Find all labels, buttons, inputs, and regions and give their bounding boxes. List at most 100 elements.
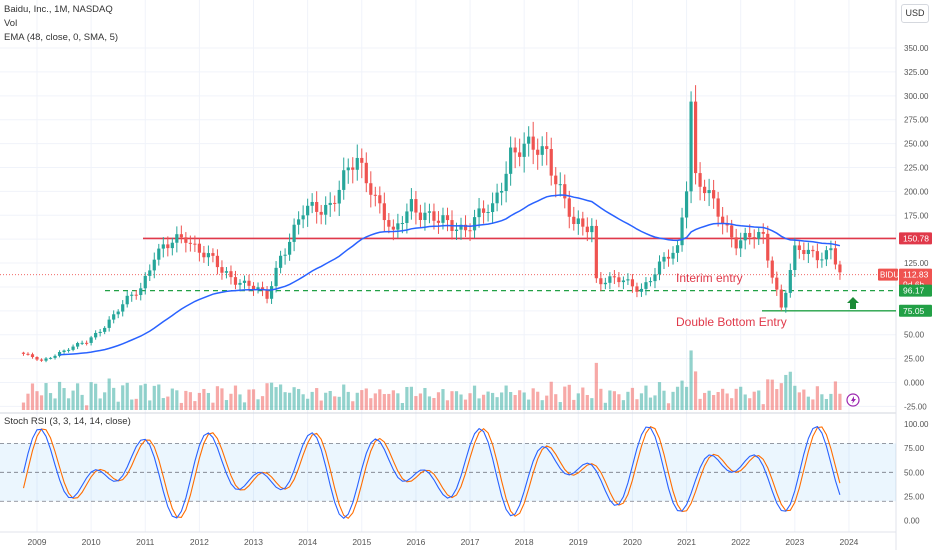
candle (337, 189, 341, 204)
candle (306, 205, 310, 216)
candle (770, 260, 774, 278)
volume-bar (454, 391, 459, 410)
volume-bar (748, 398, 752, 410)
volume-bar (779, 383, 783, 410)
candle (112, 314, 116, 320)
candle (283, 254, 287, 256)
interim-entry-annotation: Interim entry (676, 271, 743, 285)
volume-bar (66, 398, 71, 410)
volume-bar (495, 397, 499, 410)
legend-ema: EMA (48, close, 0, SMA, 5) (4, 32, 119, 43)
volume-bar (427, 396, 432, 410)
rsi-tick-label: 75.00 (904, 444, 925, 453)
candle (382, 203, 386, 221)
price-tick-label: 200.00 (904, 187, 929, 196)
volume-bar (170, 388, 174, 410)
candle (626, 279, 630, 281)
candle (85, 342, 89, 344)
candle (121, 304, 125, 312)
candle (581, 218, 585, 227)
year-tick-label: 2017 (461, 537, 480, 547)
year-tick-label: 2021 (677, 537, 696, 547)
candle (441, 215, 445, 223)
candle (531, 136, 535, 150)
volume-bar (739, 386, 743, 410)
candle (188, 242, 192, 244)
candle (184, 237, 188, 243)
time-axis: 2009 2010 2011 2012 2013 2014 2015 2016 2017 2018… (28, 537, 859, 547)
volume-bar (734, 388, 738, 410)
annotations: Interim entry Double Bottom Entry (676, 271, 860, 407)
volume-bar (251, 389, 256, 410)
candle (734, 237, 738, 249)
currency-button[interactable]: USD (901, 4, 929, 23)
legend-title: Baidu, Inc., 1M, NASDAQ (4, 4, 113, 15)
candle (274, 267, 278, 287)
candle (766, 233, 770, 261)
candle (324, 204, 328, 215)
candle (355, 157, 359, 170)
volume-bar (197, 392, 201, 410)
volume-bar (315, 388, 319, 410)
candle (481, 208, 486, 213)
candle (21, 352, 26, 354)
candle (662, 256, 666, 262)
volume-bar (445, 400, 450, 410)
volume-bar (518, 390, 522, 410)
candle (125, 295, 129, 305)
double-bottom-annotation: Double Bottom Entry (676, 315, 787, 329)
candle (630, 279, 635, 287)
candle (66, 349, 71, 351)
volume-bar (671, 391, 675, 410)
candle (689, 101, 693, 192)
stoch-rsi-pane (0, 425, 896, 520)
candle (170, 242, 174, 249)
rsi-tick-label: 100.00 (904, 420, 929, 429)
candle (653, 274, 657, 282)
volume-bar (378, 389, 382, 410)
volume-bar (797, 392, 801, 410)
volume-bar (301, 394, 305, 410)
candle (739, 240, 743, 249)
candle (671, 252, 675, 259)
volume-bar (716, 392, 720, 410)
candle (369, 183, 373, 195)
candle (472, 217, 477, 231)
volume-bar (675, 386, 680, 410)
candle (599, 278, 603, 285)
volume-bar (387, 393, 391, 410)
volume-bar (283, 392, 287, 410)
volume-bar (107, 378, 111, 410)
volume-bar (369, 398, 373, 410)
volume-bar (838, 393, 842, 410)
candle (509, 147, 513, 174)
year-tick-label: 2013 (244, 537, 263, 547)
volume-bar (811, 399, 815, 410)
volume-bar (472, 385, 477, 410)
candle (522, 143, 526, 157)
volume-bar (757, 390, 761, 410)
candle (536, 149, 540, 155)
volume-bar (635, 399, 639, 410)
candle (716, 198, 720, 217)
volume-bar (26, 393, 30, 410)
candle (373, 194, 377, 196)
candle (793, 245, 797, 271)
candle (94, 332, 98, 338)
volume-bar (206, 392, 211, 410)
candle (608, 276, 612, 283)
volume-bar (85, 405, 89, 410)
volume-bar (522, 392, 526, 410)
volume-bar (188, 392, 192, 410)
level-badge: 150.78 (899, 232, 932, 245)
candle (360, 157, 364, 163)
candle (265, 289, 269, 299)
candle (297, 219, 301, 225)
candle (833, 248, 838, 265)
volume-bar (599, 388, 603, 410)
volume-bar (166, 396, 170, 410)
volume-bar (441, 389, 445, 410)
volume-bar (278, 384, 283, 410)
candle (468, 230, 472, 232)
